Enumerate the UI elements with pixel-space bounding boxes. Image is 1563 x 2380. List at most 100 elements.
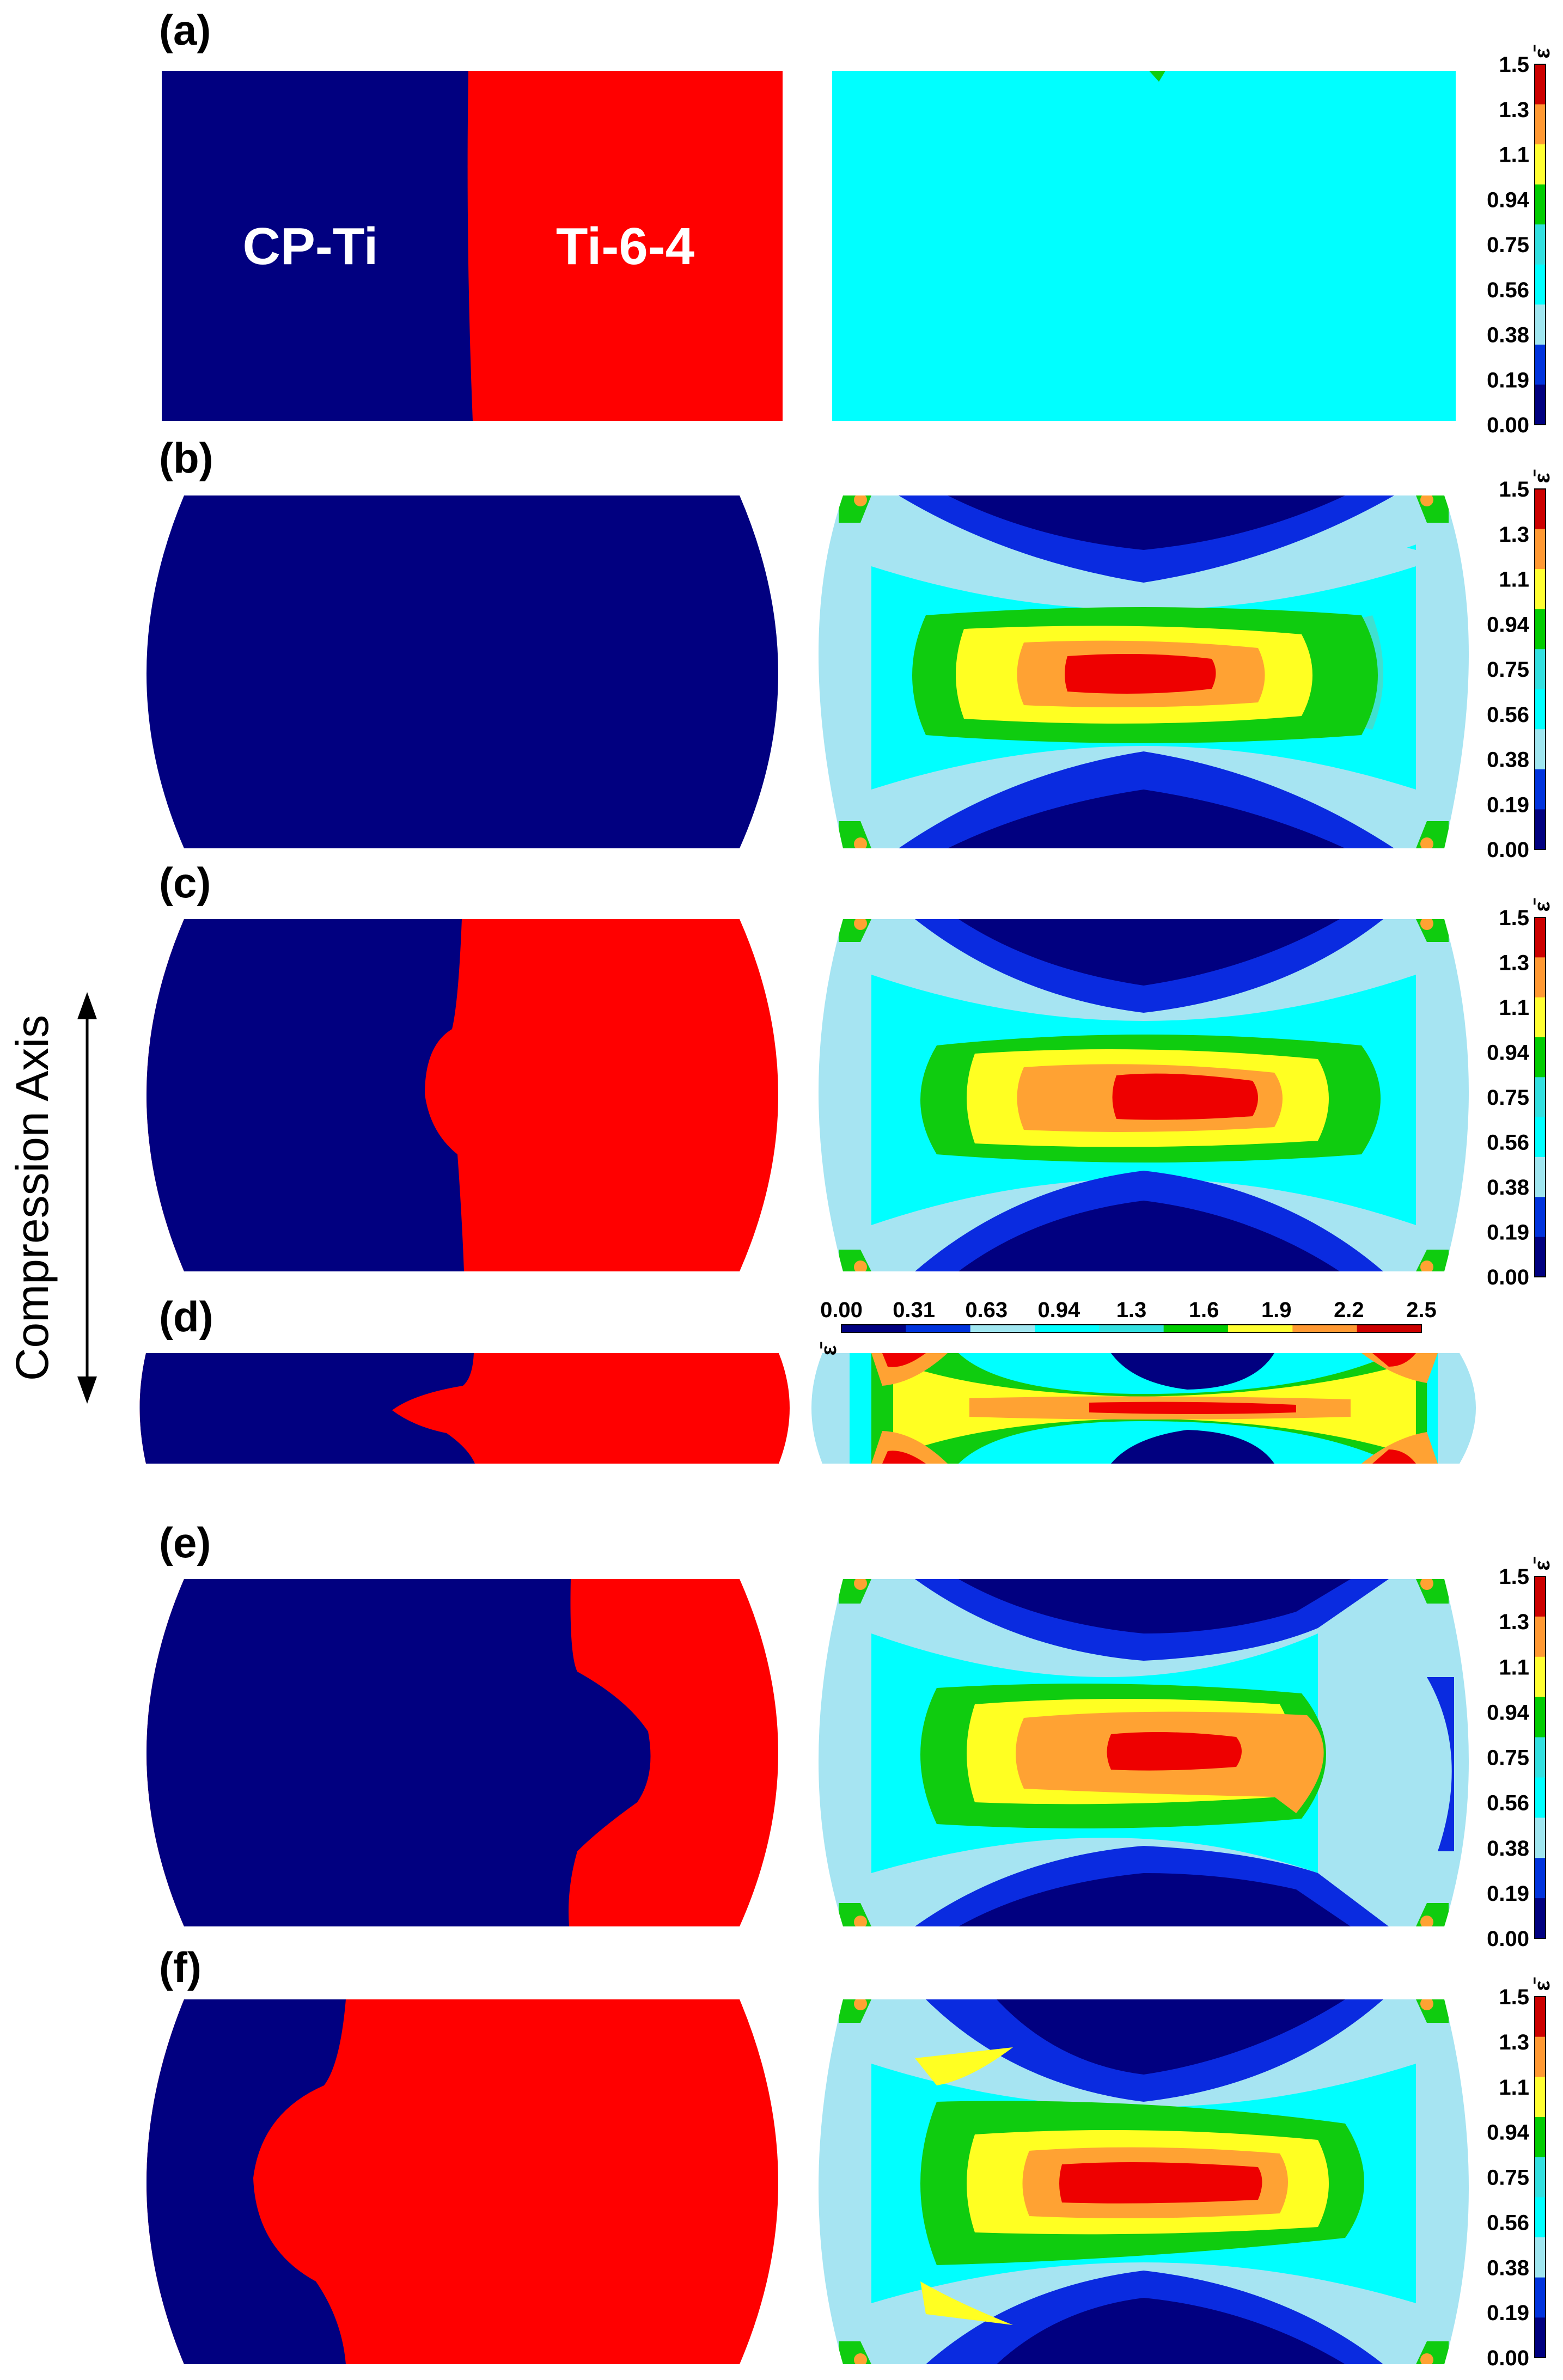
colorbar-swatch xyxy=(1535,1197,1546,1238)
colorbar-swatch xyxy=(1535,609,1546,650)
colorbar-tick-label: 0.75 xyxy=(1487,658,1529,682)
colorbar-swatch xyxy=(1535,384,1546,425)
colorbar-swatch xyxy=(1535,1997,1546,2038)
colorbar-swatch xyxy=(1535,2237,1546,2278)
cp-ti-label: CP-Ti xyxy=(243,217,378,276)
colorbar-b: 1.5 1.3 1.1 0.94 0.75 0.56 0.38 0.19 0.00 ε̄ xyxy=(1487,470,1554,862)
colorbar-swatch xyxy=(1535,809,1546,850)
colorbar-d-symbol: ε̄ xyxy=(817,1342,841,1356)
panel-a-material-map xyxy=(162,71,783,421)
colorbar-tick-label: 0.38 xyxy=(1487,1176,1529,1200)
colorbar-tick-label: 0.00 xyxy=(1487,838,1529,862)
colorbar-frame xyxy=(1534,917,1546,1277)
colorbar-swatch xyxy=(1535,1656,1546,1698)
colorbar-d-swatch xyxy=(1357,1325,1422,1332)
colorbar-d-tick-label: 1.9 xyxy=(1261,1298,1292,1322)
colorbar-symbol: ε̄ xyxy=(1530,1978,1554,1991)
colorbar-frame xyxy=(1534,1996,1546,2358)
colorbar-swatch xyxy=(1535,304,1546,345)
panel-e-strain-map xyxy=(819,1579,1469,1926)
panel-f-strain-map xyxy=(819,1999,1469,2364)
colorbar-swatch xyxy=(1535,917,1546,958)
colorbar-tick-label: 0.56 xyxy=(1487,2211,1529,2235)
colorbar-d-tick-label: 2.2 xyxy=(1334,1298,1364,1322)
panel-label-d: (d) xyxy=(159,1293,213,1341)
colorbar-tick-label: 0.94 xyxy=(1487,2121,1530,2145)
colorbar-d-tick-label: 0.63 xyxy=(965,1298,1008,1322)
colorbar-tick-label: 0.00 xyxy=(1487,2346,1529,2370)
colorbar-swatch xyxy=(1535,529,1546,570)
colorbar-tick-label: 0.56 xyxy=(1487,278,1529,302)
colorbar-swatch xyxy=(1535,344,1546,385)
colorbar-swatch xyxy=(1535,1157,1546,1197)
panel-e-material-map xyxy=(146,1579,778,1926)
colorbar-tick-label: 0.00 xyxy=(1487,1265,1529,1289)
colorbar-swatch xyxy=(1535,957,1546,998)
colorbar-swatch xyxy=(1535,264,1546,305)
colorbar-d-tick-label: 0.00 xyxy=(820,1298,863,1322)
colorbar-tick-label: 0.38 xyxy=(1487,748,1529,772)
colorbar-tick-label: 0.56 xyxy=(1487,1791,1529,1815)
colorbar-tick-label: 0.38 xyxy=(1487,323,1529,347)
colorbar-d-swatches xyxy=(841,1324,1422,1333)
panel-a-strain-map xyxy=(832,71,1456,421)
colorbar-frame xyxy=(1534,64,1546,425)
colorbar-d-frame xyxy=(841,1324,1422,1333)
colorbar-swatch xyxy=(1535,1237,1546,1277)
colorbar-swatch xyxy=(1535,64,1546,105)
colorbar-symbol: ε̄ xyxy=(1530,470,1554,484)
colorbar-symbol: ε̄ xyxy=(1530,1557,1554,1571)
colorbar-tick-label: 1.5 xyxy=(1499,1985,1529,2009)
panel-label-b: (b) xyxy=(159,434,213,482)
colorbar-c: 1.5 1.3 1.1 0.94 0.75 0.56 0.38 0.19 0.00 ε̄ xyxy=(1487,898,1554,1289)
colorbar-tick-label: 1.3 xyxy=(1499,951,1529,975)
panel-d-material-map xyxy=(139,1353,790,1464)
colorbar-e: 1.5 1.3 1.1 0.94 0.75 0.56 0.38 0.19 0.00 ε̄ xyxy=(1487,1557,1554,1951)
colorbar-swatch xyxy=(1535,1576,1546,1617)
panel-label-f: (f) xyxy=(159,1943,202,1991)
colorbar-tick-label: 0.75 xyxy=(1487,1746,1529,1770)
colorbar-swatch xyxy=(1535,649,1546,690)
colorbar-tick-label: 0.38 xyxy=(1487,2256,1529,2280)
panel-b-strain-map xyxy=(819,495,1469,848)
colorbar-tick-label: 1.1 xyxy=(1499,996,1529,1020)
colorbar-tick-label: 1.1 xyxy=(1499,568,1529,592)
colorbar-swatch xyxy=(1535,1697,1546,1738)
colorbar-d-swatch xyxy=(1163,1325,1229,1332)
colorbar-swatch xyxy=(1535,1077,1546,1118)
colorbar-swatch xyxy=(1535,184,1546,225)
colorbar-swatch xyxy=(1535,689,1546,730)
panel-c-material-map xyxy=(146,919,778,1271)
colorbar-d-swatch xyxy=(1035,1325,1100,1332)
colorbar-d-swatch xyxy=(1292,1325,1358,1332)
colorbar-swatch xyxy=(1535,2077,1546,2118)
colorbar-swatch xyxy=(1535,489,1546,530)
colorbar-swatch xyxy=(1535,1737,1546,1778)
colorbar-symbol: ε̄ xyxy=(1530,898,1554,912)
colorbar-tick-label: 0.94 xyxy=(1487,613,1530,637)
colorbar-swatch xyxy=(1535,2157,1546,2198)
colorbar-swatch xyxy=(1535,2036,1546,2077)
colorbar-d-tick-label: 0.31 xyxy=(893,1298,935,1322)
colorbar-tick-label: 1.3 xyxy=(1499,2030,1529,2054)
colorbar-swatch xyxy=(1535,1818,1546,1858)
colorbar-swatch xyxy=(1535,1037,1546,1078)
colorbar-frame xyxy=(1534,488,1546,850)
panel-b-material-map xyxy=(146,495,778,848)
colorbar-a: 1.5 1.3 1.1 0.94 0.75 0.56 0.38 0.19 0.00 ε̄ xyxy=(1487,45,1554,437)
panel-label-e: (e) xyxy=(159,1519,211,1567)
vertical-colorbars: 1.51.31.10.940.750.560.380.190.00ε̄1.51.… xyxy=(1487,45,1554,2370)
colorbar-tick-label: 0.00 xyxy=(1487,413,1529,437)
colorbar-tick-label: 0.19 xyxy=(1487,368,1529,392)
colorbar-tick-label: 0.19 xyxy=(1487,793,1529,817)
panel-label-a: (a) xyxy=(159,6,211,54)
colorbar-tick-label: 1.5 xyxy=(1499,478,1529,501)
colorbar-d-swatch xyxy=(1228,1325,1293,1332)
panel-label-c: (c) xyxy=(159,859,211,907)
colorbar-swatch xyxy=(1535,729,1546,770)
colorbar-swatch xyxy=(1535,1898,1546,1939)
colorbar-tick-label: 0.19 xyxy=(1487,2301,1529,2325)
colorbar-swatch xyxy=(1535,2117,1546,2158)
colorbar-d-swatch xyxy=(906,1325,971,1332)
